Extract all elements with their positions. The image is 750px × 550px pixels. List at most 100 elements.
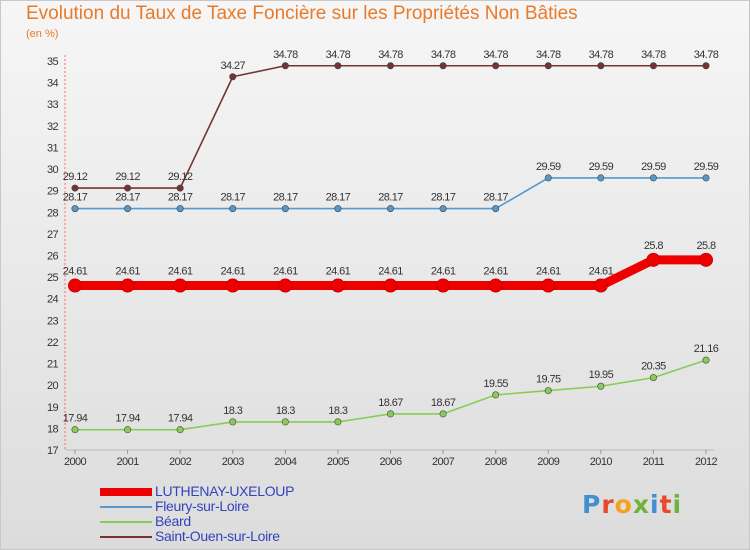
data-label: 29.12 — [168, 171, 193, 183]
legend-label: LUTHENAY-UXELOUP — [155, 483, 295, 499]
data-point — [281, 418, 289, 426]
logo-letter: r — [601, 490, 615, 519]
legend-swatch — [100, 521, 152, 523]
data-label: 29.59 — [641, 161, 666, 173]
data-label: 28.17 — [326, 192, 351, 204]
data-point — [383, 278, 398, 293]
data-label: 28.17 — [431, 192, 456, 204]
data-label: 21.16 — [694, 343, 719, 355]
x-tick-label: 2008 — [485, 456, 508, 468]
data-label: 34.78 — [483, 49, 508, 61]
x-tick-label: 2012 — [695, 456, 718, 468]
data-point — [334, 62, 342, 70]
data-point — [544, 174, 552, 182]
data-label: 18.67 — [378, 397, 403, 409]
data-label: 34.78 — [694, 49, 719, 61]
y-tick-label: 19 — [47, 402, 59, 414]
y-tick-label: 26 — [47, 251, 59, 263]
y-tick-label: 21 — [47, 359, 59, 371]
data-label: 28.17 — [115, 192, 140, 204]
data-label: 28.17 — [63, 192, 88, 204]
logo-letter: o — [614, 490, 633, 519]
data-point — [71, 426, 79, 434]
data-label: 29.59 — [589, 161, 614, 173]
x-tick-label: 2002 — [169, 456, 192, 468]
y-tick-label: 23 — [47, 315, 59, 327]
data-label: 24.61 — [378, 266, 403, 278]
data-label: 28.17 — [273, 192, 298, 204]
data-label: 28.17 — [220, 192, 245, 204]
x-tick-label: 2000 — [64, 456, 87, 468]
data-point — [597, 174, 605, 182]
data-point — [439, 410, 447, 418]
data-point — [646, 252, 661, 267]
data-point — [439, 62, 447, 70]
data-point — [68, 278, 82, 293]
data-point — [492, 391, 500, 399]
data-point — [492, 205, 500, 213]
data-point — [439, 205, 447, 213]
y-tick-label: 33 — [47, 99, 59, 111]
data-label: 28.17 — [483, 192, 508, 204]
line-chart: 17 18 19 20 21 22 23 24 25 26 27 28 29 30 31 32 33 34 35 20… — [47, 49, 719, 468]
x-tick-label: 2001 — [117, 456, 140, 468]
data-label: 34.78 — [378, 49, 403, 61]
data-label: 18.3 — [223, 405, 242, 417]
data-point — [71, 205, 79, 213]
data-point — [436, 278, 451, 293]
data-point — [593, 278, 608, 293]
y-tick-label: 20 — [47, 380, 59, 392]
data-label: 24.61 — [220, 266, 245, 278]
data-label: 17.94 — [168, 413, 193, 425]
data-point — [229, 73, 237, 81]
y-tick-label: 34 — [47, 78, 59, 90]
data-label: 24.61 — [326, 266, 351, 278]
data-point — [386, 205, 394, 213]
data-label: 24.61 — [63, 266, 88, 278]
data-point — [541, 278, 556, 293]
x-tick-label: 2007 — [432, 456, 455, 468]
legend-swatch — [100, 488, 152, 496]
data-point — [702, 62, 710, 70]
data-label: 24.61 — [273, 266, 298, 278]
logo-letter: P — [582, 490, 602, 519]
data-label: 25.8 — [696, 240, 715, 252]
data-label: 29.59 — [536, 161, 561, 173]
y-tick-label: 28 — [47, 207, 59, 219]
data-label: 29.12 — [115, 171, 140, 183]
data-point — [176, 205, 184, 213]
data-point — [649, 62, 657, 70]
data-point — [120, 278, 135, 293]
data-point — [229, 205, 237, 213]
x-tick-label: 2011 — [643, 456, 665, 468]
x-tick-label: 2003 — [222, 456, 245, 468]
data-point — [334, 205, 342, 213]
data-point — [492, 62, 500, 70]
data-point — [124, 426, 132, 434]
legend-label: Fleury-sur-Loire — [155, 498, 249, 514]
data-label: 34.27 — [220, 60, 245, 72]
data-point — [386, 410, 394, 418]
y-tick-label: 25 — [47, 272, 59, 284]
data-label: 17.94 — [115, 413, 140, 425]
data-point — [386, 62, 394, 70]
data-label: 34.78 — [431, 49, 456, 61]
logo-letter: i — [672, 490, 683, 519]
data-label: 28.17 — [168, 192, 193, 204]
data-label: 24.61 — [483, 266, 508, 278]
data-label: 29.12 — [63, 171, 88, 183]
data-label: 19.95 — [589, 369, 614, 381]
data-label: 25.8 — [644, 240, 663, 252]
data-point — [597, 382, 605, 390]
x-tick-label: 2004 — [274, 456, 297, 468]
data-point — [124, 184, 132, 192]
logo-letter: x — [632, 490, 650, 519]
x-tick-label: 2006 — [379, 456, 402, 468]
data-point — [278, 278, 293, 293]
y-tick-label: 17 — [47, 445, 59, 457]
data-point — [330, 278, 345, 293]
data-point — [176, 426, 184, 434]
data-point — [488, 278, 503, 293]
y-tick-label: 18 — [47, 423, 59, 435]
data-label: 29.59 — [694, 161, 719, 173]
